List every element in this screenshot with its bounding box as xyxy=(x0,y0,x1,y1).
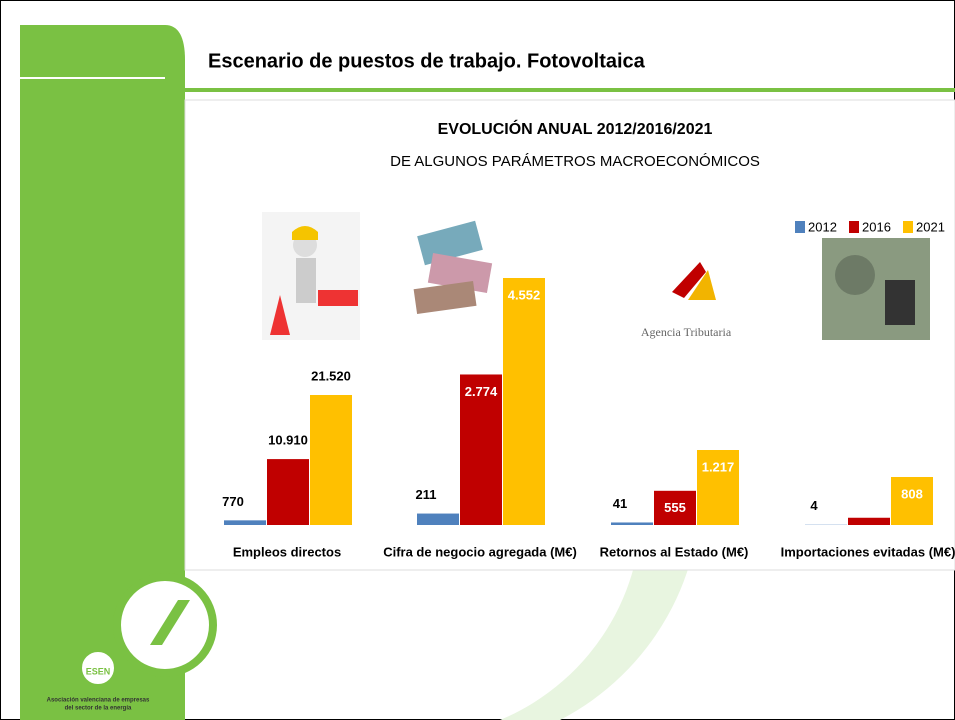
bar xyxy=(891,477,933,525)
bar xyxy=(654,490,696,525)
bar xyxy=(611,522,653,525)
value-label: 555 xyxy=(664,500,686,515)
bar xyxy=(848,517,890,525)
value-label: 41 xyxy=(613,496,627,511)
legend-swatch xyxy=(849,221,859,233)
bar xyxy=(503,278,545,525)
bar xyxy=(267,459,309,525)
icon-dollar-oil xyxy=(822,238,930,340)
bar xyxy=(417,513,459,525)
logo-text: Asociación valenciana de empresas xyxy=(47,698,150,704)
side-band xyxy=(20,25,185,720)
x-tick-label: Cifra de negocio agregada (M€) xyxy=(383,544,577,559)
value-label: 4 xyxy=(810,498,818,513)
legend-swatch xyxy=(795,221,805,233)
chart-title: EVOLUCIÓN ANUAL 2012/2016/2021 xyxy=(438,119,713,138)
value-label: 1.217 xyxy=(702,459,735,474)
value-label: 770 xyxy=(222,494,244,509)
value-label: 211 xyxy=(416,487,437,502)
value-label: 2.774 xyxy=(465,384,498,399)
legend-label: 2021 xyxy=(916,219,945,234)
chart-subtitle: DE ALGUNOS PARÁMETROS MACROECONÓMICOS xyxy=(390,153,760,170)
value-label: 21.520 xyxy=(311,368,351,383)
logo-brand: ESEN xyxy=(86,666,111,676)
value-label: 122 xyxy=(858,527,880,542)
esen-logo: ESEN Asociación valenciana de empresas d… xyxy=(47,573,217,712)
icon-money xyxy=(413,220,493,315)
x-tick-label: Empleos directos xyxy=(233,544,341,559)
value-label: 10.910 xyxy=(268,433,308,448)
logo-text: del sector de la energía xyxy=(65,706,132,712)
bar xyxy=(310,395,352,525)
bar xyxy=(460,374,502,525)
x-tick-label: Retornos al Estado (M€) xyxy=(600,544,749,559)
value-label: 4.552 xyxy=(508,287,541,302)
value-label: 808 xyxy=(901,486,923,501)
x-tick-label: Importaciones evitadas (M€) xyxy=(781,544,955,559)
icon-agency: Agencia Tributaria xyxy=(641,262,732,339)
agency-label: Agencia Tributaria xyxy=(641,325,732,339)
bar xyxy=(697,450,739,525)
slide-heading: Escenario de puestos de trabajo. Fotovol… xyxy=(208,50,646,72)
icon-worker xyxy=(262,212,360,340)
legend-label: 2016 xyxy=(862,219,891,234)
legend-label: 2012 xyxy=(808,219,837,234)
bar xyxy=(224,520,266,525)
legend-swatch xyxy=(903,221,913,233)
